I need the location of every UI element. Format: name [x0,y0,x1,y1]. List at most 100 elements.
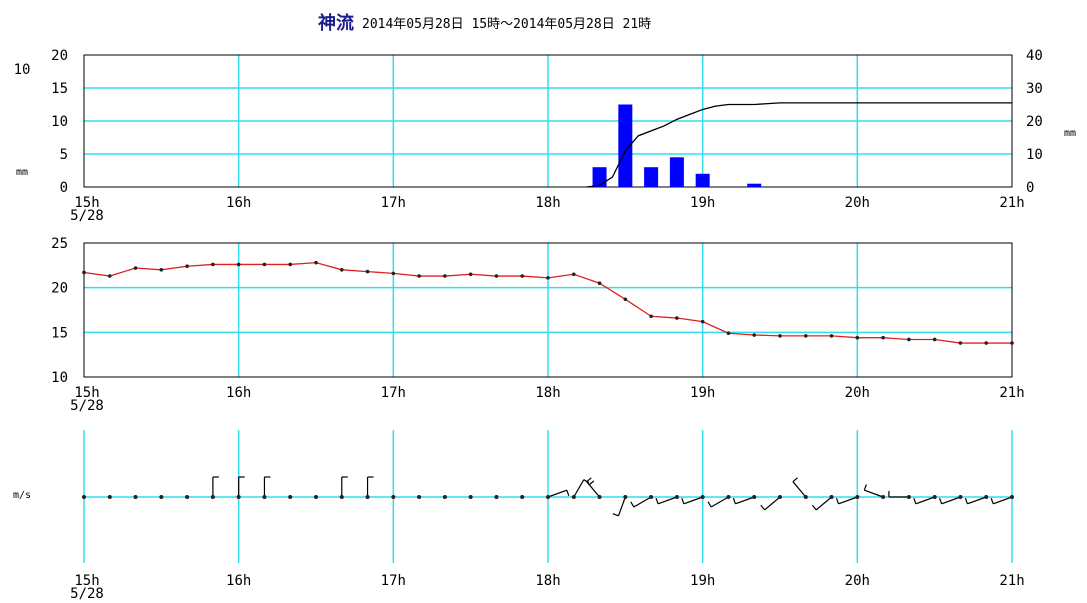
temp-tick-20: 20 [51,281,68,297]
rain-left-tick-5: 5 [60,147,68,163]
wind-station-dot [262,495,267,499]
temp-tick-15: 15 [51,325,68,341]
temperature-point [159,268,164,272]
temperature-point [211,262,215,267]
wind-station-dot [674,495,679,499]
wind-barb-shaft [547,489,567,498]
temp-x-tick-17h: 17h [381,385,406,401]
rain-right-tick-10: 10 [1026,147,1043,163]
wind-barb-flag [913,497,917,505]
rain-x-tick-19h: 19h [690,195,715,211]
wind-barb-shaft [792,481,807,498]
wind-station-dot [546,495,550,499]
rain-right-tick-20: 20 [1026,114,1043,130]
temperature-point [675,316,679,320]
temperature-point [700,319,705,324]
wind-x-tick-18h: 18h [535,573,560,589]
wind-barb-flag [681,497,685,505]
rain-x-tick-21h: 21h [999,195,1024,211]
temperature-point [365,269,370,274]
wind-station-dot [700,495,705,499]
wind-barb-flag [707,501,712,508]
wind-station-dot [210,495,215,499]
wind-station-dot [855,495,860,499]
temperature-point [1010,341,1014,345]
temperature-point [417,274,421,278]
wind-station-dot [906,495,911,499]
station-name: 神流 [318,12,354,34]
wind-station-dot [494,495,499,499]
rain-bar [747,183,762,187]
wind-barb-shaft [967,496,987,505]
wind-barb-flag [964,497,968,505]
wind-station-dot [159,495,164,499]
wind-station-dot [752,495,757,499]
period-label: 2014年05月28日 15時～2014年05月28日 21時 [362,17,651,32]
temperature-point [958,341,963,345]
wind-station-dot [803,495,808,499]
wind-station-dot [726,495,731,499]
wind-barb-flag [566,489,570,497]
temperature-point [133,266,138,270]
wind-station-dot [288,495,293,499]
wind-x-tick-20h: 20h [845,573,870,589]
wind-barb-flag [863,484,867,491]
rain-bar [669,157,684,187]
wind-barb-shaft [633,496,652,508]
wind-barb-flag [792,477,798,483]
wind-barb-shaft [864,489,884,498]
wind-station-dot [984,495,989,499]
wind-x-tick-19h: 19h [690,573,715,589]
temperature-point [494,274,499,278]
wind-station-dot [649,495,654,499]
rain-x-tick-16h: 16h [226,195,251,211]
temperature-point [907,337,911,342]
rain-right-tick-40: 40 [1026,48,1043,64]
temperature-point [752,333,757,337]
wind-x-tick-16h: 16h [226,573,251,589]
wind-barb-flag [990,497,994,505]
temperature-point [649,314,653,319]
wind-barb-shaft [764,496,781,511]
wind-barb-flag [655,497,659,505]
temp-x-tick-21h: 21h [999,385,1024,401]
temperature-point [623,297,628,302]
wind-station-dot [314,495,318,499]
wind-station-dot [82,495,86,499]
rain-x-tick-18h: 18h [535,195,560,211]
rain-bar [592,167,607,187]
rain-bar [644,167,659,187]
wind-barb-shaft [586,481,601,498]
temperature-point [185,264,189,269]
temperature-point [571,272,576,277]
rain-date-label: 5/28 [70,208,104,224]
rain-x-tick-17h: 17h [381,195,406,211]
temperature-point [829,334,834,338]
rain-bar [695,173,710,187]
wind-station-dot [133,495,138,499]
wind-unit-label: m/s [13,490,31,501]
wind-station-dot [339,495,344,499]
rain-left-extra-label: 10 [14,62,31,78]
wind-station-dot [107,495,112,499]
temp-tick-25: 25 [51,236,68,252]
temperature-point [855,335,860,340]
wind-barb-shaft [710,496,729,508]
wind-barb-shaft [657,496,678,505]
temperature-point [726,331,731,336]
wind-barb-shaft [815,496,832,511]
wind-station-dot [623,495,628,499]
temp-x-tick-18h: 18h [535,385,560,401]
temperature-point [391,271,396,276]
rain-left-tick-15: 15 [51,81,68,97]
temperature-point [288,262,293,267]
wind-station-dot [829,495,834,499]
temperature-point [932,337,937,342]
wind-barb-flag [760,504,766,511]
temp-x-tick-20h: 20h [845,385,870,401]
wind-station-dot [1010,495,1014,499]
wind-station-dot [520,495,525,499]
wind-barb-flag [612,513,619,517]
temperature-point [546,276,550,280]
temperature-point [984,341,989,345]
